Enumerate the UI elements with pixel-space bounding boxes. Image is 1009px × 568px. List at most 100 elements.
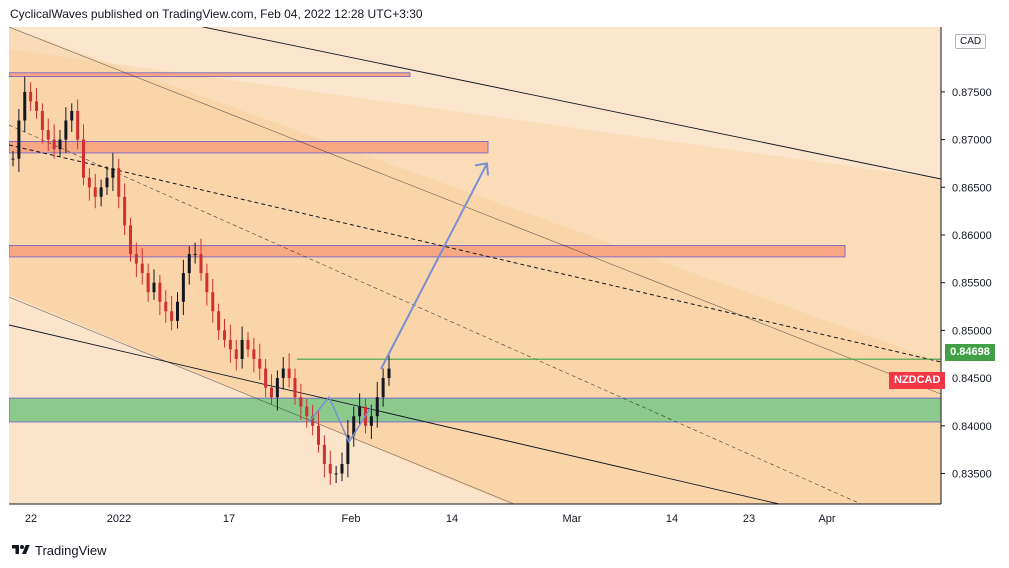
candle-body (211, 292, 215, 312)
candle-body (17, 120, 21, 159)
candle-body (40, 110, 44, 131)
candle-body (252, 349, 256, 359)
candle-body (134, 254, 138, 264)
candle-body (322, 444, 326, 464)
candle-body (123, 196, 127, 226)
candle-body (46, 130, 50, 140)
candle-body (146, 273, 150, 293)
currency-label[interactable]: CAD (955, 34, 987, 49)
candle-body (140, 263, 144, 274)
y-tick-label: 0.87000 (952, 135, 992, 147)
candle-body (340, 463, 344, 474)
candle-body (246, 339, 250, 350)
y-tick-label: 0.87500 (952, 87, 992, 99)
price-chart[interactable]: 0.87500 0.87000 0.86500 0.86000 0.85500 0.850… (9, 27, 999, 532)
candle-body (234, 349, 238, 359)
candle-body (82, 139, 85, 178)
x-tick-label: 23 (743, 513, 755, 525)
candle-body (181, 273, 185, 302)
x-tick-label: Feb (342, 513, 361, 525)
candle-body (305, 406, 309, 417)
candle-body (346, 435, 350, 464)
candle-body (240, 339, 244, 359)
channel-upper-line (9, 27, 942, 395)
candle-body (334, 473, 338, 475)
channel-top-line (200, 27, 942, 180)
x-tick-label: Mar (563, 513, 582, 525)
candle-body (105, 177, 109, 188)
candle-body (328, 463, 332, 474)
tradingview-logo-icon (12, 545, 30, 554)
candle-body (281, 368, 285, 379)
channel-median-line (9, 144, 942, 363)
candle-body (311, 416, 315, 426)
candle-body (76, 110, 80, 140)
y-tick-label: 0.85500 (952, 278, 992, 290)
candle-body (228, 339, 232, 350)
chart-area[interactable]: 0.87500 0.87000 0.86500 0.86000 0.85500 0.850… (9, 27, 999, 532)
y-tick-label: 0.85000 (952, 325, 992, 337)
support-zone (9, 397, 942, 423)
channel-lower-line (9, 324, 780, 505)
y-tick-label: 0.86000 (952, 230, 992, 242)
candle-body (164, 301, 168, 312)
candle-body (193, 254, 197, 256)
resistance-zone-mid (9, 245, 846, 258)
channel-band-outer (9, 49, 941, 504)
footer-brand: TradingView (35, 542, 107, 558)
candle-body (129, 225, 132, 255)
last-price-badge: 0.84698 (945, 344, 995, 361)
candle-body (93, 187, 97, 197)
candle-body (264, 368, 268, 388)
y-tick-label: 0.83500 (952, 468, 992, 480)
candle-body (258, 358, 262, 369)
candle-body (176, 301, 179, 321)
candle-body (375, 397, 379, 417)
candle-body (369, 416, 373, 426)
x-tick-label: 14 (666, 513, 678, 525)
price-axis-bg (941, 27, 999, 532)
candle-body (199, 254, 203, 274)
candle-body (152, 282, 156, 293)
candle-body (23, 91, 27, 121)
swing-path (308, 395, 372, 444)
candle-body (117, 168, 121, 197)
candle-body (29, 91, 33, 102)
candle-body (293, 378, 297, 398)
candle-body (299, 397, 303, 407)
candle-body (170, 311, 174, 321)
x-tick-label: 2022 (107, 513, 131, 525)
x-tick-label: 22 (25, 513, 37, 525)
projection-arrow-line (380, 162, 488, 370)
candle-body (358, 406, 362, 417)
candle-body (70, 110, 74, 121)
projection-arrowhead (474, 162, 489, 176)
candle-body (52, 139, 56, 150)
publisher-line: CyclicalWaves published on TradingView.c… (10, 7, 423, 21)
candle-body (111, 168, 115, 178)
y-tick-label: 0.84500 (952, 373, 992, 385)
time-axis-bg (9, 504, 999, 532)
candle-body (275, 378, 279, 398)
candle-body (35, 101, 38, 111)
x-tick-label: Apr (818, 513, 835, 525)
resistance-zone-upper (9, 141, 489, 154)
candle-body (205, 273, 209, 293)
candle-body (287, 368, 291, 379)
candle-body (58, 139, 62, 150)
symbol-badge: NZDCAD (889, 372, 946, 389)
resistance-zone-top (9, 72, 411, 78)
candle-body (187, 254, 191, 274)
channel-mid-dashed-line (9, 124, 862, 505)
x-tick-label: 14 (446, 513, 458, 525)
candle-body (217, 311, 221, 331)
candle-body (352, 416, 356, 436)
candle-body (87, 177, 91, 188)
candle-body (11, 158, 15, 160)
footer: TradingView (10, 542, 107, 558)
y-tick-label: 0.86500 (952, 182, 992, 194)
y-tick-label: 0.84000 (952, 421, 992, 433)
candle-body (158, 282, 162, 302)
candle-body (270, 387, 273, 398)
channel-bottom-line (9, 296, 515, 505)
